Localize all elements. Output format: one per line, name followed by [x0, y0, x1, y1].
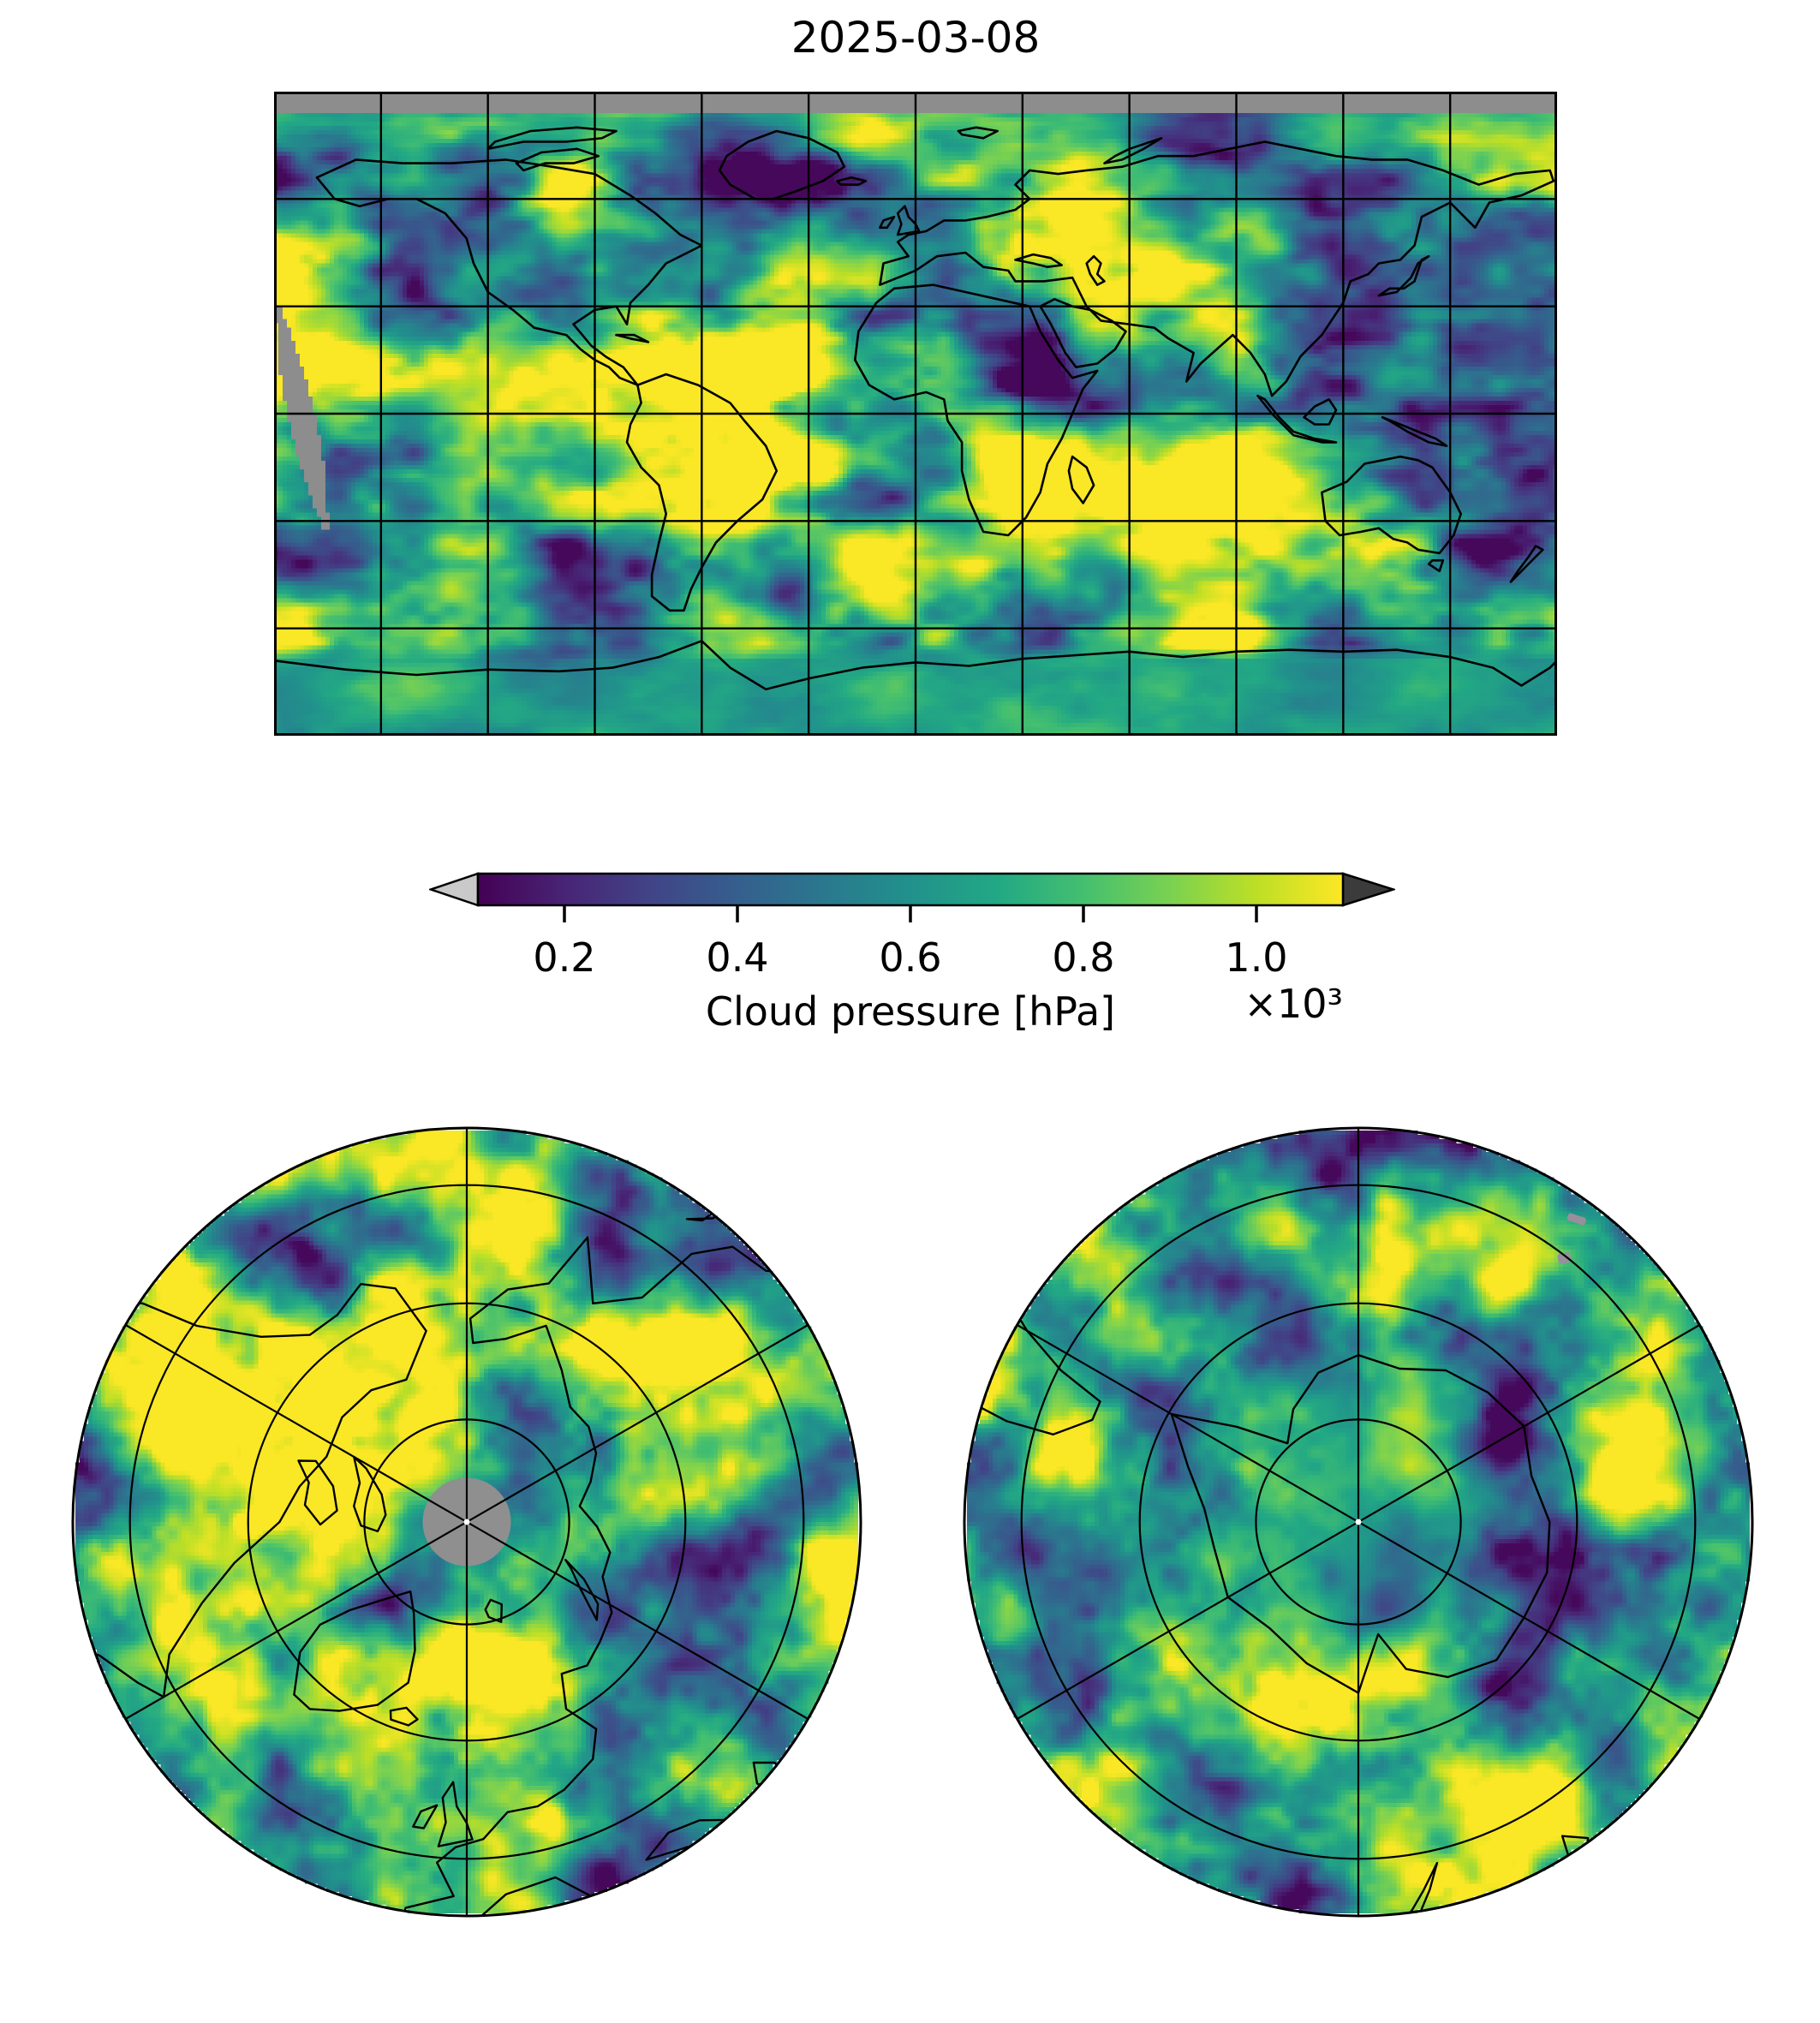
- map-circle-border: [963, 1126, 1754, 1918]
- coastline: [1509, 545, 1544, 583]
- figure-title: 2025-03-08: [791, 13, 1041, 63]
- colorbar-under-arrow: [427, 872, 480, 907]
- coastline: [965, 1129, 1101, 1435]
- map-border: [274, 92, 1557, 736]
- coastline: [297, 1459, 338, 1526]
- coastline: [1014, 253, 1063, 268]
- colorbar-tick-label: 0.6: [879, 934, 942, 981]
- coastline: [718, 129, 846, 200]
- coastline: [515, 147, 600, 172]
- coastline: [752, 1761, 813, 1800]
- coastline: [1387, 1862, 1439, 1915]
- coastline: [1103, 137, 1163, 164]
- coastline: [615, 333, 650, 343]
- coastline: [353, 1455, 387, 1533]
- colorbar-tick-label: 0.4: [706, 934, 769, 981]
- colorbar-tick-label: 1.0: [1225, 934, 1288, 981]
- colorbar-panel: [427, 872, 1398, 932]
- coastline: [274, 640, 1557, 690]
- coastline: [1427, 559, 1445, 573]
- coastline: [389, 1706, 419, 1727]
- map-circle-border: [71, 1126, 862, 1918]
- colorbar-tick-label: 0.2: [533, 934, 596, 981]
- coastline: [1377, 254, 1430, 297]
- colorbar-gradient-bar: [476, 872, 1345, 907]
- coastline: [389, 1236, 860, 1915]
- colorbar-axis-label: Cloud pressure [hPa]: [705, 988, 1116, 1035]
- south-polar-panel: [963, 1126, 1754, 1918]
- coastline: [854, 283, 1099, 537]
- colorbar-over-arrow: [1341, 872, 1398, 907]
- coastline: [1085, 254, 1106, 286]
- coastline: [315, 158, 703, 386]
- north-polar-panel: [71, 1126, 862, 1918]
- coastline: [1321, 455, 1462, 555]
- nodata-speck: [1566, 1213, 1586, 1226]
- coastline: [437, 1781, 474, 1847]
- coastline: [1067, 455, 1095, 504]
- colorbar-scale-multiplier: ×10³: [1244, 981, 1343, 1027]
- north-polar-overlay: [71, 1126, 862, 1918]
- colorbar-tick-label: 0.8: [1052, 934, 1115, 981]
- coastline: [486, 126, 618, 151]
- south-polar-overlay: [963, 1126, 1754, 1918]
- world-map-panel: [274, 92, 1557, 736]
- coastline: [625, 373, 778, 612]
- coastline: [1381, 415, 1448, 447]
- coastline: [896, 205, 921, 236]
- colorbar: [427, 872, 1398, 922]
- pole-center-dot: [1355, 1519, 1362, 1525]
- coastline: [879, 215, 896, 230]
- coastline: [74, 1283, 427, 1698]
- coastline: [1303, 398, 1338, 426]
- coastline: [879, 140, 1555, 397]
- coastline: [1170, 1354, 1551, 1694]
- coastline: [1578, 1727, 1751, 1915]
- coastline: [564, 1559, 600, 1621]
- coastline: [957, 126, 999, 140]
- coastline: [293, 1590, 416, 1712]
- coastline: [484, 1598, 503, 1623]
- coastline: [836, 176, 867, 186]
- coastline: [745, 1801, 860, 1915]
- coastline: [1039, 298, 1127, 368]
- pole-center-dot: [463, 1519, 470, 1525]
- coastline: [412, 1804, 439, 1829]
- coastline: [645, 1818, 727, 1861]
- coastline: [685, 1190, 824, 1225]
- world-map-overlay: [274, 92, 1557, 736]
- nodata-speck: [1557, 1252, 1572, 1264]
